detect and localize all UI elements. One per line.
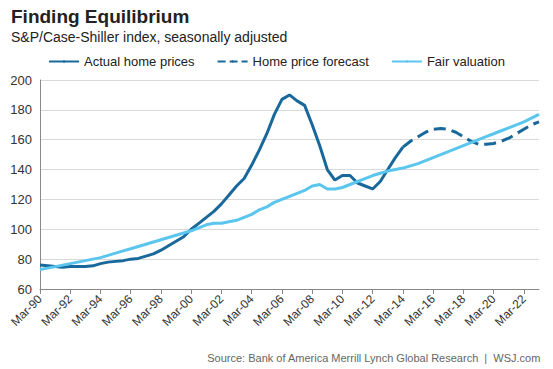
svg-text:Mar-06: Mar-06 bbox=[250, 292, 287, 329]
svg-text:Mar-02: Mar-02 bbox=[190, 292, 227, 329]
svg-text:Mar-96: Mar-96 bbox=[99, 292, 136, 329]
svg-text:Mar-08: Mar-08 bbox=[280, 292, 317, 329]
svg-text:160: 160 bbox=[10, 132, 32, 147]
svg-text:120: 120 bbox=[10, 192, 32, 207]
svg-text:Mar-12: Mar-12 bbox=[341, 292, 378, 329]
svg-text:Mar-98: Mar-98 bbox=[129, 292, 166, 329]
svg-text:Finding Equilibrium: Finding Equilibrium bbox=[11, 6, 189, 27]
svg-text:60: 60 bbox=[18, 282, 32, 297]
svg-text:Mar-14: Mar-14 bbox=[371, 292, 408, 329]
svg-text:Mar-16: Mar-16 bbox=[401, 292, 438, 329]
svg-text:180: 180 bbox=[10, 102, 32, 117]
svg-text:Mar-22: Mar-22 bbox=[492, 292, 529, 329]
svg-text:Mar-04: Mar-04 bbox=[220, 292, 257, 329]
svg-text:S&P/Case-Shiller index, season: S&P/Case-Shiller index, seasonally adjus… bbox=[11, 29, 287, 45]
svg-text:Mar-90: Mar-90 bbox=[8, 292, 45, 329]
svg-text:100: 100 bbox=[10, 222, 32, 237]
svg-text:Mar-92: Mar-92 bbox=[38, 292, 75, 329]
svg-text:Mar-20: Mar-20 bbox=[462, 292, 499, 329]
svg-text:140: 140 bbox=[10, 162, 32, 177]
svg-text:Source: Bank of America Merril: Source: Bank of America Merrill Lynch Gl… bbox=[207, 352, 540, 364]
svg-text:Home price forecast: Home price forecast bbox=[253, 54, 370, 69]
svg-text:Mar-18: Mar-18 bbox=[432, 292, 469, 329]
svg-text:Actual home prices: Actual home prices bbox=[84, 54, 195, 69]
svg-text:Mar-94: Mar-94 bbox=[69, 292, 106, 329]
svg-text:Fair valuation: Fair valuation bbox=[427, 54, 505, 69]
svg-text:80: 80 bbox=[18, 252, 32, 267]
svg-text:Mar-00: Mar-00 bbox=[159, 292, 196, 329]
svg-text:Mar-10: Mar-10 bbox=[311, 292, 348, 329]
svg-text:200: 200 bbox=[10, 73, 32, 88]
